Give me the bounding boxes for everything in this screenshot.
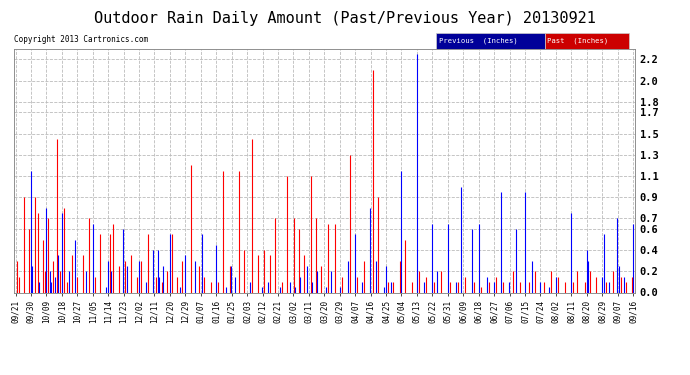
Text: Previous  (Inches): Previous (Inches) [440, 38, 518, 44]
FancyBboxPatch shape [545, 33, 629, 49]
Text: Past  (Inches): Past (Inches) [546, 38, 608, 44]
FancyBboxPatch shape [436, 33, 545, 49]
Text: Copyright 2013 Cartronics.com: Copyright 2013 Cartronics.com [14, 35, 148, 44]
Text: Outdoor Rain Daily Amount (Past/Previous Year) 20130921: Outdoor Rain Daily Amount (Past/Previous… [94, 11, 596, 26]
